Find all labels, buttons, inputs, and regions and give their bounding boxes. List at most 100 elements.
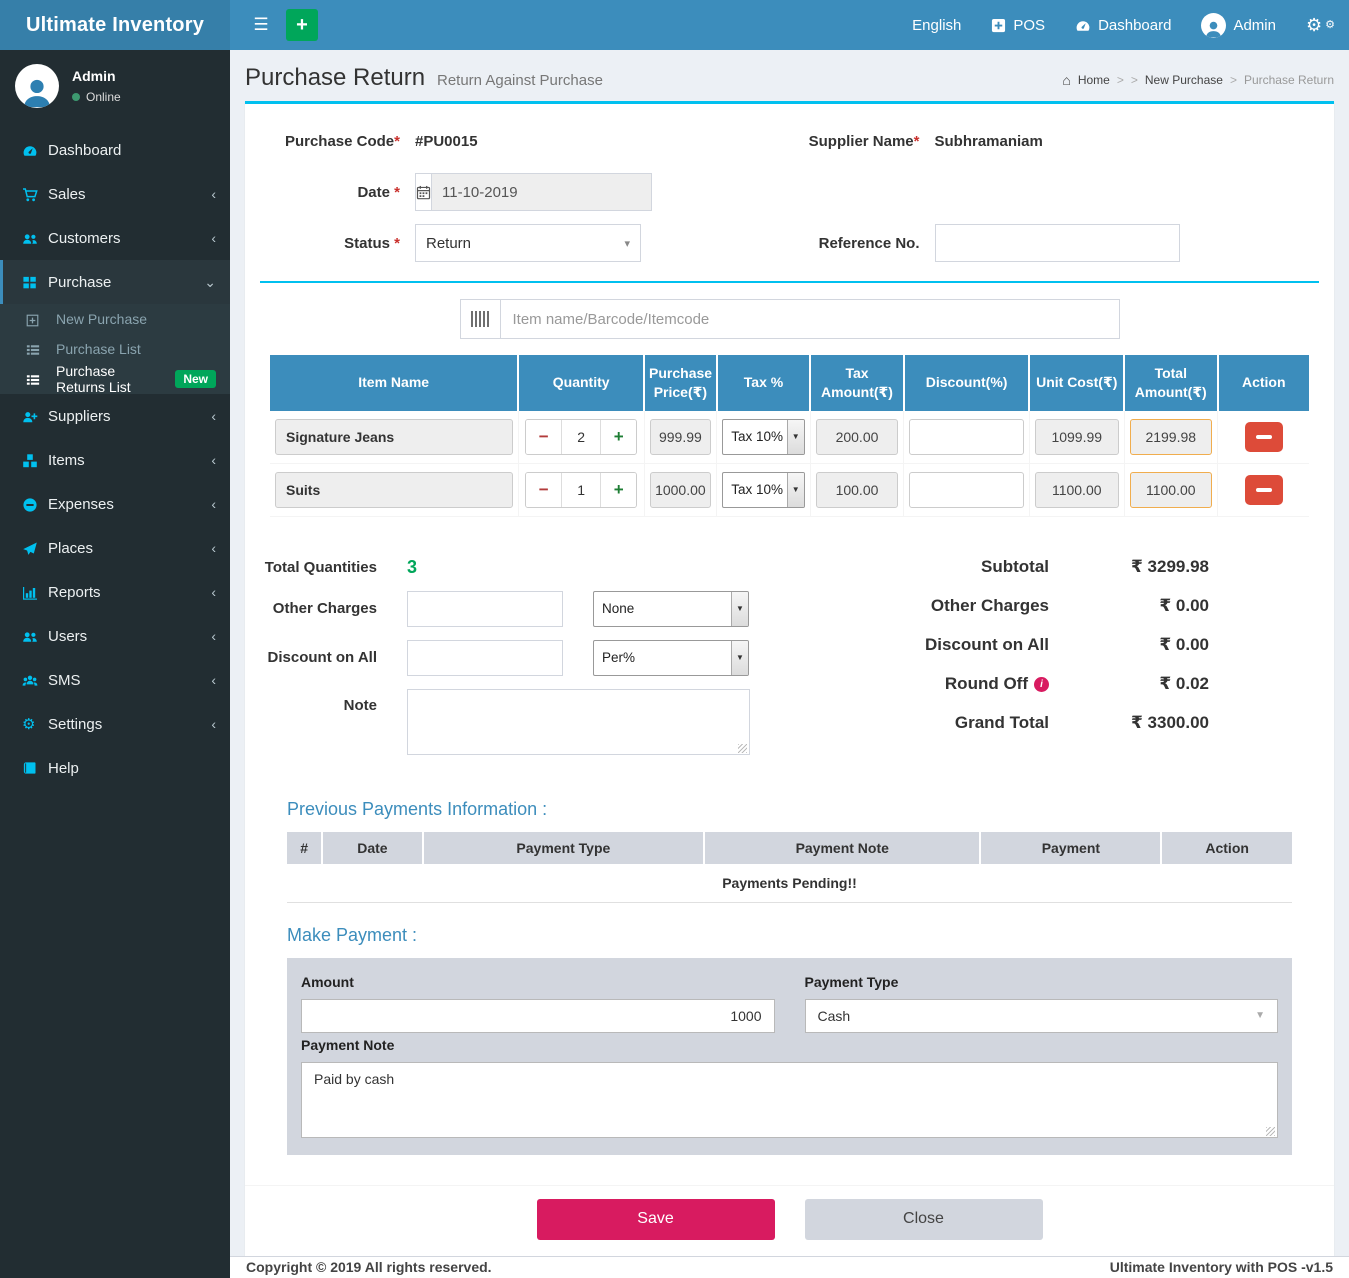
quantity-stepper: − 2 + xyxy=(525,418,638,455)
breadcrumb-new-purchase[interactable]: New Purchase xyxy=(1144,73,1223,87)
unit-cost-field: 1099.99 xyxy=(1034,418,1119,455)
sidebar-user-name: Admin xyxy=(72,68,116,84)
sidebar-item-places[interactable]: Places ‹ xyxy=(0,526,230,570)
pos-label: POS xyxy=(1013,16,1046,34)
cubes-icon xyxy=(22,451,48,468)
items-table: Item Name Quantity Purchase Price(₹) Tax… xyxy=(270,355,1309,517)
qty-decrement-button[interactable]: − xyxy=(526,419,563,454)
status-select[interactable]: Return ▾ xyxy=(415,224,641,262)
submenu-item-new-purchase[interactable]: New Purchase xyxy=(0,304,230,334)
paper-plane-icon xyxy=(22,539,48,556)
sidebar-item-label: Places xyxy=(48,539,94,557)
item-row: Suits − 1 + 1000.00 xyxy=(270,463,1309,517)
quick-add-button[interactable]: + xyxy=(286,9,318,41)
settings-menu[interactable]: ⚙ ⚙ xyxy=(1306,16,1335,34)
grand-total-value: ₹ 3300.00 xyxy=(1130,712,1209,732)
totals-section: Total Quantities 3 Other Charges None ▼ xyxy=(245,533,1334,777)
pos-link[interactable]: POS xyxy=(991,17,1045,34)
discount-input[interactable] xyxy=(909,471,1024,508)
cogs-icon: ⚙ xyxy=(1305,15,1323,35)
payment-type-select[interactable]: Cash ▼ xyxy=(804,998,1278,1033)
tax-select[interactable]: Tax 10% ▼ xyxy=(722,471,805,508)
users-group-icon xyxy=(22,671,48,688)
col-date: Date xyxy=(322,831,424,864)
book-icon xyxy=(22,760,48,777)
content: Purchase Return Return Against Purchase … xyxy=(230,50,1349,1256)
qty-value[interactable]: 1 xyxy=(577,481,586,498)
date-input[interactable] xyxy=(431,173,652,211)
sidebar-item-users[interactable]: Users ‹ xyxy=(0,614,230,658)
sidebar-toggle-button[interactable]: ☰ xyxy=(253,15,269,34)
amount-input[interactable] xyxy=(301,998,775,1033)
sidebar-item-items[interactable]: Items ‹ xyxy=(0,438,230,482)
sidebar-item-expenses[interactable]: Expenses ‹ xyxy=(0,482,230,526)
summary: Subtotal ₹ 3299.98 Other Charges ₹ 0.00 … xyxy=(902,557,1334,771)
sidebar-item-purchase[interactable]: Purchase ⌄ xyxy=(0,260,230,304)
dashboard-label: Dashboard xyxy=(1098,16,1172,34)
col-action: Action xyxy=(1161,831,1292,864)
reference-input[interactable] xyxy=(934,224,1180,262)
sidebar-item-help[interactable]: Help xyxy=(0,746,230,790)
sidebar-item-suppliers[interactable]: Suppliers ‹ xyxy=(0,394,230,438)
breadcrumb-home[interactable]: Home xyxy=(1077,73,1110,87)
item-search-input[interactable] xyxy=(499,299,1120,339)
chevron-left-icon: ‹ xyxy=(211,408,216,424)
items-box: Item Name Quantity Purchase Price(₹) Tax… xyxy=(260,281,1319,533)
avatar xyxy=(1201,12,1227,38)
calendar-icon[interactable] xyxy=(415,173,431,211)
sidebar-item-dashboard[interactable]: Dashboard xyxy=(0,128,230,172)
copyright-text: Copyright © 2019 All rights reserved. xyxy=(246,1259,492,1276)
sidebar-item-reports[interactable]: Reports ‹ xyxy=(0,570,230,614)
submenu-item-purchase-list[interactable]: Purchase List xyxy=(0,334,230,364)
close-button[interactable]: Close xyxy=(804,1198,1043,1240)
breadcrumb: ⌂ Home > > New Purchase > Purchase Retur… xyxy=(1062,72,1334,88)
language-menu[interactable]: English xyxy=(912,17,961,34)
discount-on-all-input[interactable] xyxy=(407,639,563,676)
submenu-item-purchase-returns-list[interactable]: Purchase Returns List New xyxy=(0,363,230,395)
tax-select[interactable]: Tax 10% ▼ xyxy=(722,418,805,455)
brand-logo[interactable]: Ultimate Inventory xyxy=(0,0,230,50)
col-quantity: Quantity xyxy=(518,355,646,411)
qty-decrement-button[interactable]: − xyxy=(526,472,563,507)
caret-down-icon: ▾ xyxy=(624,237,630,250)
qty-increment-button[interactable]: + xyxy=(600,472,637,507)
sidebar-item-label: Reports xyxy=(48,583,101,601)
chevron-left-icon: ‹ xyxy=(211,230,216,246)
cart-icon xyxy=(22,185,48,202)
cogs-icon: ⚙ xyxy=(22,716,36,733)
col-payment-note: Payment Note xyxy=(704,831,982,864)
sidebar: Admin Online Dashboard Sales ‹ Customers xyxy=(0,50,230,1278)
qty-value[interactable]: 2 xyxy=(577,428,586,445)
save-button[interactable]: Save xyxy=(536,1198,775,1240)
users-icon xyxy=(22,627,48,644)
discount-input[interactable] xyxy=(909,418,1024,455)
home-icon: ⌂ xyxy=(1062,72,1071,88)
sidebar-item-sales[interactable]: Sales ‹ xyxy=(0,172,230,216)
other-charges-input[interactable] xyxy=(407,590,563,627)
remove-row-button[interactable] xyxy=(1244,474,1283,505)
other-charges-type-select[interactable]: None ▼ xyxy=(593,590,749,627)
col-hash: # xyxy=(287,831,324,864)
payment-note-textarea[interactable]: Paid by cash xyxy=(301,1061,1278,1138)
sidebar-item-customers[interactable]: Customers ‹ xyxy=(0,216,230,260)
dashboard-icon xyxy=(1075,16,1091,33)
reference-label: Reference No. xyxy=(818,234,920,252)
round-off-label: Round Off i xyxy=(902,674,1049,694)
chevron-left-icon: ‹ xyxy=(211,186,216,202)
make-payment-panel: Amount Payment Type Cash ▼ Payment Note xyxy=(287,957,1292,1155)
purchase-code-value: #PU0015 xyxy=(415,132,478,150)
col-payment: Payment xyxy=(980,831,1163,864)
user-menu[interactable]: Admin xyxy=(1201,12,1276,38)
remove-row-button[interactable] xyxy=(1244,421,1283,452)
col-action: Action xyxy=(1217,355,1309,411)
discount-type-select[interactable]: Per% ▼ xyxy=(593,639,749,676)
dashboard-link[interactable]: Dashboard xyxy=(1075,16,1172,34)
plus-square-icon xyxy=(26,311,46,327)
note-textarea[interactable] xyxy=(407,688,750,755)
qty-increment-button[interactable]: + xyxy=(600,419,637,454)
sidebar-item-settings[interactable]: ⚙ Settings ‹ xyxy=(0,702,230,746)
round-off-value: ₹ 0.02 xyxy=(1159,673,1209,693)
info-icon[interactable]: i xyxy=(1034,676,1049,692)
payments-empty-row: Payments Pending!! xyxy=(287,863,1292,903)
sidebar-item-sms[interactable]: SMS ‹ xyxy=(0,658,230,702)
